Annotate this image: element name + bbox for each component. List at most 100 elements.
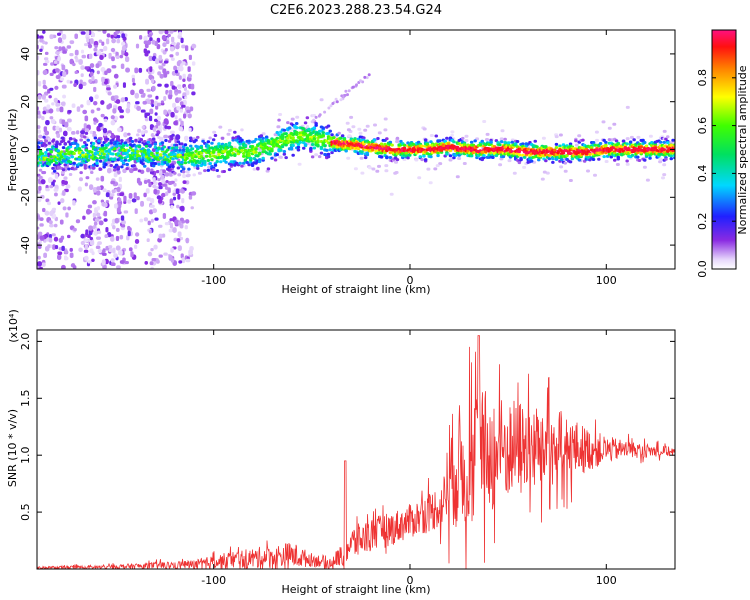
spectrogram-cell: [163, 60, 169, 64]
spectrogram-cell: [597, 157, 601, 161]
spectrogram-cell: [385, 156, 389, 160]
spectrogram-cell: [196, 135, 200, 139]
spectrogram-cell: [337, 131, 341, 135]
spectrogram-cell: [158, 224, 163, 228]
spectrogram-cell: [139, 149, 143, 153]
spectrogram-cell: [125, 143, 129, 147]
spectrogram-cell: [69, 53, 74, 57]
spectrogram-cell: [137, 128, 142, 133]
spectrogram-cell: [47, 137, 52, 141]
spectrogram-cell: [256, 166, 260, 170]
spectrogram-cell: [123, 158, 128, 162]
spectrogram-cell: [149, 170, 154, 175]
spectrogram-cell: [138, 67, 143, 73]
spectrogram-cell: [111, 152, 115, 156]
spectrogram-cell: [510, 138, 515, 142]
spectrogram-cell: [151, 85, 156, 92]
spectrogram-cell: [127, 132, 131, 136]
spectrogram-cell: [158, 54, 163, 61]
spectrogram-cell: [167, 181, 173, 186]
spectrogram-cell: [173, 65, 178, 71]
spectrogram-cell: [574, 139, 578, 143]
spectrogram-cell: [75, 144, 80, 148]
spectrogram-cell: [194, 138, 198, 142]
spectrogram-cell: [365, 76, 369, 80]
spectrogram-cell: [95, 177, 100, 181]
spectrogram-cell: [91, 251, 95, 256]
spectrogram-cell: [522, 165, 527, 169]
spectrogram-cell: [641, 138, 645, 142]
spectrogram-cell: [61, 84, 67, 89]
spectrogram-cell: [174, 146, 179, 150]
spectrogram-cell: [177, 245, 182, 252]
spectrogram-cell: [136, 133, 140, 137]
spectrogram-cell: [213, 163, 218, 167]
spectrogram-cell: [207, 165, 212, 169]
spectrogram-cell: [347, 89, 351, 93]
spectrogram-cell: [542, 170, 547, 174]
spectrogram-cell: [182, 92, 187, 97]
spectrogram-cell: [363, 75, 367, 79]
spectrogram-cell: [162, 145, 166, 149]
spectrogram-cell: [177, 97, 182, 101]
spectrogram-cell: [53, 188, 59, 192]
spectrogram-cell: [66, 79, 71, 84]
spectrogram-cell: [60, 101, 66, 106]
spectrogram-cell: [296, 148, 301, 152]
spectrogram-cell: [111, 138, 115, 142]
spectrogram-cell: [556, 151, 560, 155]
snr-ytick-label: 1.0: [19, 446, 32, 464]
spectrogram-cell: [39, 217, 44, 222]
spectrogram-cell: [61, 139, 66, 143]
spectrogram-cell: [49, 210, 54, 216]
spectrogram-cell: [163, 134, 169, 139]
spectrogram-cell: [113, 84, 118, 89]
spectrogram-cell: [423, 158, 428, 162]
spectrogram-cell: [103, 78, 108, 85]
spectrogram-cell: [448, 154, 453, 158]
spectrogram-cell: [154, 118, 159, 122]
spectrogram-cell: [616, 157, 620, 161]
spectrogram-cell: [110, 34, 114, 39]
spectrogram-cell: [500, 129, 505, 133]
spectrogram-cell: [37, 234, 40, 241]
spectrogram-cell: [280, 134, 285, 138]
spectrogram-cell: [108, 52, 112, 59]
spectrogram-cell: [118, 197, 122, 203]
spectrogram-cell: [335, 100, 339, 104]
spectrogram-cell: [362, 136, 366, 140]
spectrogram-cell: [461, 136, 465, 140]
snr-ytick-label: 2.0: [19, 333, 32, 351]
spectrogram-cell: [174, 219, 179, 225]
spectrogram-cell: [56, 102, 61, 107]
spectrogram-cell: [429, 140, 433, 144]
spectrogram-cell: [191, 191, 197, 196]
spectrogram-cell: [110, 132, 115, 139]
spectrogram-cell: [181, 148, 186, 152]
spectrogram-cell: [190, 147, 195, 151]
spectrogram-cell: [544, 159, 548, 163]
spectrogram-cell: [168, 228, 173, 233]
spectrogram-cell: [125, 167, 129, 171]
spectrogram-cell: [184, 96, 188, 100]
spectrogram-cell: [61, 245, 65, 252]
spectrogram-cell: [181, 61, 186, 65]
spectrogram-cell: [152, 208, 158, 214]
spectrogram-cell: [185, 258, 191, 263]
spectrogram-cell: [173, 182, 177, 187]
spectrogram-cell: [165, 191, 169, 196]
spectrogram-cell: [114, 95, 119, 100]
spectrogram-cell: [37, 40, 40, 44]
spectrogram-cell: [243, 158, 248, 162]
spectrogram-cell: [110, 115, 115, 120]
spectrogram-cell: [40, 152, 45, 156]
snr-xtick-label: 100: [596, 574, 617, 587]
spectrogram-cell: [111, 65, 117, 69]
spectrogram-cell: [180, 142, 184, 146]
spectrogram-cell: [554, 135, 559, 139]
spectrogram-cell: [312, 114, 316, 117]
spectrogram-cell: [61, 64, 66, 71]
spectrogram-cell: [138, 181, 143, 186]
spectrogram-cell: [87, 260, 93, 264]
spectrogram-cell: [489, 140, 493, 144]
